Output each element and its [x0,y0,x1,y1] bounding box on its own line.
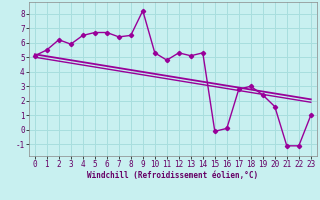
X-axis label: Windchill (Refroidissement éolien,°C): Windchill (Refroidissement éolien,°C) [87,171,258,180]
